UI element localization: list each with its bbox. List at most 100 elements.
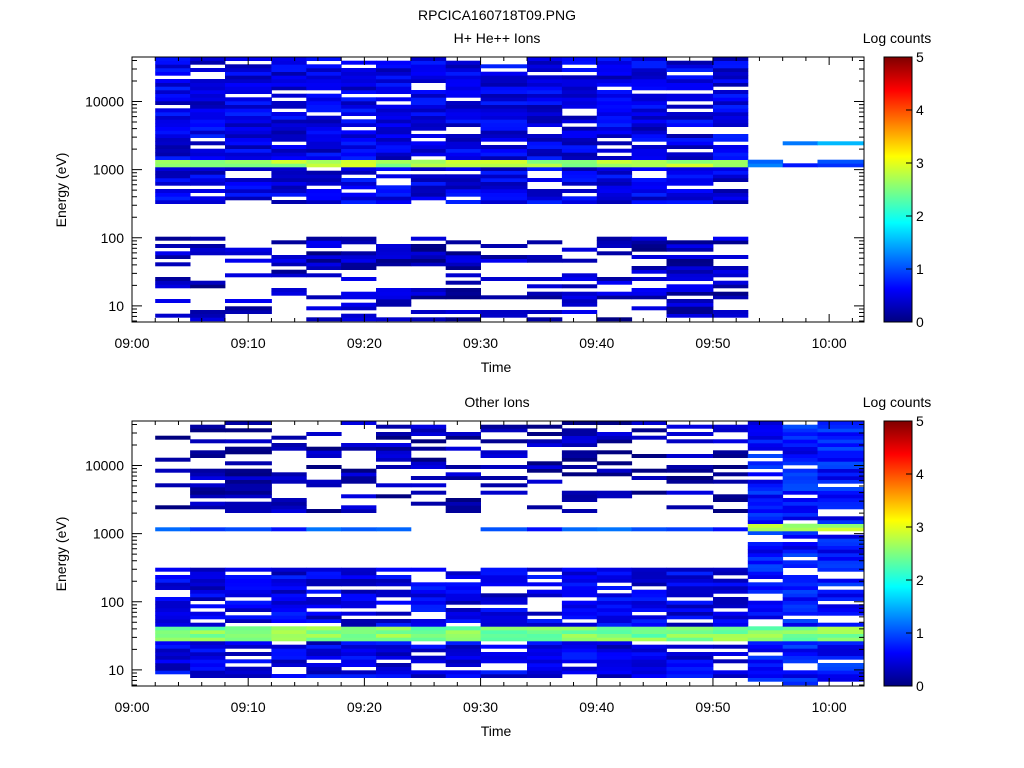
heatmap-cell: [155, 597, 191, 601]
heatmap-cell: [306, 137, 342, 142]
heatmap-cell: [341, 446, 377, 451]
heatmap-cell: [190, 317, 226, 322]
heatmap-cell: [527, 505, 563, 510]
heatmap-cell: [155, 575, 191, 579]
heatmap-cell: [155, 637, 191, 642]
heatmap-cell: [666, 655, 714, 660]
heatmap-cell: [596, 123, 633, 127]
heatmap-cell: [561, 454, 598, 458]
heatmap-cell: [631, 468, 667, 473]
heatmap-cell: [445, 644, 481, 649]
heatmap-cell: [596, 611, 633, 616]
heatmap-cell: [376, 174, 412, 179]
heatmap-cell: [190, 163, 226, 168]
heatmap-cell: [410, 68, 447, 72]
heatmap-cell: [190, 60, 226, 65]
heatmap-cell: [410, 597, 447, 601]
heatmap-cell: [561, 611, 598, 616]
heatmap-cell: [747, 641, 784, 645]
heatmap-cell: [271, 126, 307, 131]
heatmap-cell: [306, 156, 342, 160]
x-tick-label: 09:30: [463, 335, 498, 351]
heatmap-cell: [155, 435, 191, 440]
heatmap-cell: [190, 454, 226, 458]
heatmap-cell: [480, 277, 528, 281]
heatmap-cell: [480, 196, 528, 201]
heatmap-cell: [376, 299, 412, 303]
heatmap-cell: [155, 97, 191, 102]
heatmap-cell: [561, 432, 598, 436]
heatmap-cell: [596, 633, 633, 638]
heatmap-cell: [527, 670, 563, 675]
heatmap-cell: [155, 123, 191, 127]
heatmap-cell: [225, 119, 272, 124]
heatmap-cell: [155, 527, 191, 532]
heatmap-cell: [480, 597, 528, 601]
heatmap-cell: [155, 64, 191, 69]
heatmap-cell: [561, 443, 598, 447]
heatmap-cell: [306, 578, 342, 583]
heatmap-cell: [410, 501, 447, 506]
heatmap-cell: [445, 659, 481, 664]
heatmap-cell: [561, 181, 598, 186]
heatmap-cell: [527, 674, 563, 678]
heatmap-cell: [306, 655, 342, 660]
heatmap-cell: [527, 112, 563, 116]
heatmap-cell: [306, 641, 342, 645]
heatmap-cell: [747, 454, 784, 458]
heatmap-cell: [782, 516, 818, 521]
heatmap-cell: [376, 578, 412, 583]
heatmap-cell: [341, 306, 377, 311]
heatmap-cell: [596, 317, 633, 322]
heatmap-cell: [596, 490, 633, 495]
heatmap-cell: [782, 549, 818, 554]
heatmap-cell: [713, 148, 749, 153]
heatmap-cell: [527, 633, 563, 638]
heatmap-cell: [341, 468, 377, 473]
heatmap-cell: [631, 60, 667, 65]
heatmap-cell: [341, 108, 377, 113]
heatmap-cell: [376, 450, 412, 455]
heatmap-cell: [527, 104, 563, 109]
heatmap-cell: [817, 655, 865, 660]
heatmap-cell: [190, 108, 226, 113]
heatmap-cell: [306, 262, 342, 267]
heatmap-cell: [596, 432, 633, 436]
heatmap-cell: [306, 450, 342, 455]
heatmap-cell: [190, 670, 226, 675]
heatmap-cell: [271, 633, 307, 638]
heatmap-cell: [747, 556, 784, 561]
heatmap-cell: [155, 652, 191, 656]
heatmap-cell: [341, 295, 377, 300]
heatmap-cell: [631, 626, 667, 631]
heatmap-cell: [527, 123, 563, 127]
heatmap-cell: [306, 630, 342, 634]
heatmap-cell: [306, 126, 342, 131]
heatmap-cell: [341, 476, 377, 480]
heatmap-cell: [376, 137, 412, 142]
heatmap-cell: [817, 424, 865, 429]
heatmap-cell: [410, 295, 447, 300]
heatmap-cell: [561, 310, 598, 314]
heatmap-cell: [713, 454, 749, 458]
heatmap-cell: [480, 611, 528, 616]
heatmap-cell: [713, 137, 749, 142]
heatmap-cell: [747, 428, 784, 433]
heatmap-cell: [271, 185, 307, 190]
heatmap-cell: [480, 79, 528, 83]
heatmap-cell: [561, 421, 598, 425]
heatmap-cell: [190, 79, 226, 83]
heatmap-cell: [445, 60, 481, 65]
heatmap-cell: [561, 494, 598, 499]
heatmap-cell: [410, 258, 447, 263]
heatmap-cell: [271, 288, 307, 292]
heatmap-cell: [480, 115, 528, 120]
heatmap-cell: [596, 108, 633, 113]
heatmap-cell: [445, 134, 481, 138]
heatmap-cell: [306, 75, 342, 80]
heatmap-cell: [666, 152, 714, 157]
heatmap-cell: [480, 163, 528, 168]
heatmap-cell: [155, 60, 191, 65]
heatmap-cell: [225, 71, 272, 76]
